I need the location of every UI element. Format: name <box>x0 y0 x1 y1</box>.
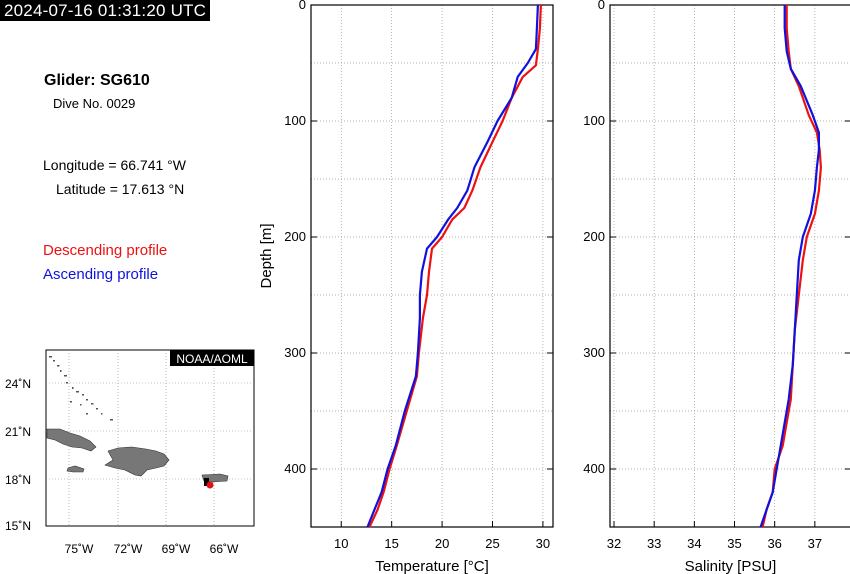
cuba-landmass <box>46 428 97 452</box>
map-badge: NOAA/AOML <box>176 352 248 366</box>
y-tick-label: 0 <box>299 0 306 12</box>
map-lon-labels: 75˚W 72˚W 69˚W 66˚W <box>65 542 239 556</box>
temperature-plot: 0 100 200 300 400 10 15 20 25 30 Temperature [°C] D… <box>258 0 554 574</box>
x-tick-label: 10 <box>334 536 348 551</box>
y-tick-label: 300 <box>583 345 605 360</box>
glider-position-marker <box>206 481 214 489</box>
jamaica-landmass <box>66 465 85 473</box>
ascending-profile-line <box>366 4 539 528</box>
salinity-plot: 0 100 200 300 400 32 33 34 35 36 37 Salinity [PSU] <box>583 0 850 574</box>
legend-descending: Descending profile <box>43 242 168 259</box>
hispaniola-landmass <box>104 446 170 477</box>
x-tick-label: 36 <box>767 536 781 551</box>
map-lon-label: 72˚W <box>114 542 143 556</box>
map-lon-label: 69˚W <box>162 542 191 556</box>
timestamp: 2024-07-16 01:31:20 UTC <box>0 0 211 21</box>
y-tick-label: 0 <box>598 0 605 12</box>
y-axis-label: Depth [m] <box>258 223 275 288</box>
map-lat-label: 18˚N <box>5 473 31 487</box>
x-axis-label: Salinity [PSU] <box>685 558 777 574</box>
location-map: NOAA/AOML 24˚N 21˚N 18˚N 15˚N 75˚W 72˚W … <box>5 349 255 556</box>
map-lat-label: 21˚N <box>5 425 31 439</box>
map-lat-labels: 24˚N 21˚N 18˚N 15˚N <box>5 377 31 533</box>
x-tick-label: 35 <box>727 536 741 551</box>
map-lat-label: 15˚N <box>5 519 31 533</box>
ascending-profile-line <box>759 5 821 528</box>
plot-frame <box>609 4 850 528</box>
x-tick-label: 20 <box>435 536 449 551</box>
plot-frame <box>310 4 554 528</box>
bahamas-islands <box>49 356 113 421</box>
x-tick-label: 34 <box>687 536 701 551</box>
dive-number: Dive No. 0029 <box>53 96 136 111</box>
map-lon-label: 66˚W <box>210 542 239 556</box>
y-tick-label: 400 <box>583 461 605 476</box>
y-tick-label: 200 <box>284 229 306 244</box>
x-tick-label: 15 <box>384 536 398 551</box>
y-tick-label: 100 <box>583 113 605 128</box>
map-lat-label: 24˚N <box>5 377 31 391</box>
y-tick-label: 300 <box>284 345 306 360</box>
map-lon-label: 75˚W <box>65 542 94 556</box>
latitude-readout: Latitude = 17.613 °N <box>56 181 185 197</box>
x-tick-label: 32 <box>607 536 621 551</box>
legend-ascending: Ascending profile <box>43 266 159 283</box>
y-tick-label: 100 <box>284 113 306 128</box>
x-tick-label: 33 <box>647 536 661 551</box>
x-tick-label: 30 <box>536 536 550 551</box>
x-tick-label: 25 <box>485 536 499 551</box>
x-axis-label: Temperature [°C] <box>375 558 489 574</box>
y-tick-label: 200 <box>583 229 605 244</box>
glider-track <box>204 478 209 486</box>
map-badge-bg <box>170 350 254 366</box>
y-tick-label: 400 <box>284 461 306 476</box>
x-tick-label: 37 <box>808 536 822 551</box>
descending-profile-line <box>761 5 823 528</box>
glider-title: Glider: SG610 <box>44 72 150 89</box>
longitude-readout: Longitude = 66.741 °W <box>43 157 186 173</box>
